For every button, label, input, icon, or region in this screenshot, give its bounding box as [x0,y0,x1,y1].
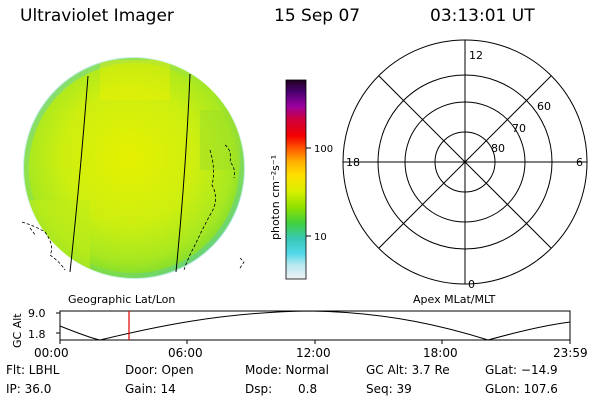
geographic-label: Geographic Lat/Lon [68,293,175,306]
polar-diagonal [378,75,552,249]
alt-ytick-9: 9.0 [28,307,46,320]
alt-xtick: 18:00 [423,346,458,360]
filter-status: Flt: LBHL [6,363,60,377]
dsp-label: Dsp: [245,382,273,396]
mode-status: Mode: Normal [245,363,329,377]
ip-status: IP: 36.0 [6,382,52,396]
alt-ylabel: GC Alt [11,313,24,348]
apex-label: Apex MLat/MLT [413,293,496,306]
longitude-line [175,73,191,273]
door-status: Door: Open [125,363,194,377]
coastline-outline [21,144,245,271]
mlat-label-80: 80 [491,142,505,155]
colorbar-scale [285,79,307,280]
alt-xtick: 23:59 [553,346,588,360]
time-label: 03:13:01 UT [430,6,535,26]
mlt-label-12: 12 [469,49,483,62]
glat-status: GLat: −14.9 [485,363,558,377]
gain-status: Gain: 14 [125,382,176,396]
mlt-label-18: 18 [346,156,360,169]
mlt-label-0: 0 [468,278,475,291]
mlat-label-60: 60 [537,100,551,113]
seq-status: Seq: 39 [366,382,412,396]
alt-xtick: 06:00 [168,346,203,360]
longitude-line [69,75,89,273]
alt-xtick: 00:00 [34,346,69,360]
colorbar-tick: 100 [314,144,333,155]
altitude-plot-frame [59,310,571,341]
altitude-curve [59,310,571,341]
mlat-label-70: 70 [512,122,526,135]
colorbar-tick: 10 [314,232,327,243]
alt-ytick-1.8: 1.8 [28,328,46,341]
glon-status: GLon: 107.6 [485,382,558,396]
gc-alt-status: GC Alt: 3.7 Re [366,363,450,377]
mlt-label-6: 6 [576,156,583,169]
alt-xtick: 12:00 [296,346,331,360]
colorbar-unit-label: photon cm⁻²s⁻¹ [269,155,282,240]
date-label: 15 Sep 07 [274,6,361,26]
disk-limb-glow [23,57,245,279]
dsp-value: 0.8 [298,382,318,396]
instrument-title: Ultraviolet Imager [20,6,174,26]
